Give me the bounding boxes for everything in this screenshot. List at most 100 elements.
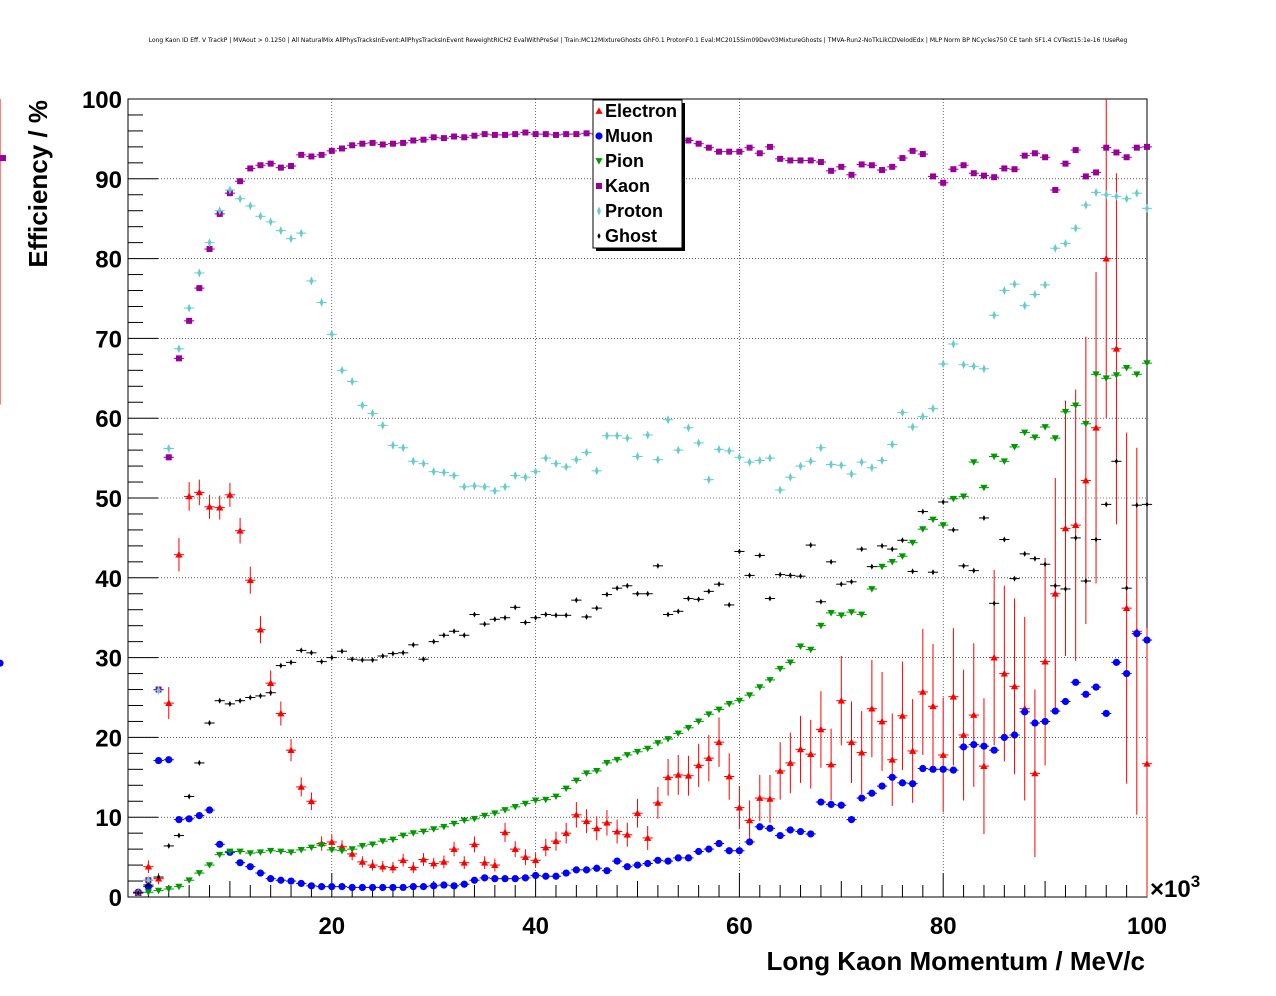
muon-point <box>1010 731 1019 739</box>
kaon-point <box>858 161 865 168</box>
muon-point <box>450 882 458 890</box>
electron-point <box>1010 682 1019 690</box>
electron-point <box>542 843 550 851</box>
pion-point <box>419 828 428 836</box>
ghost-point <box>615 585 619 592</box>
kaon-point <box>1103 144 1110 151</box>
muon-point <box>277 876 285 884</box>
proton-point <box>543 453 548 463</box>
muon-point <box>929 765 937 773</box>
pion-point <box>328 847 336 854</box>
kaon-point <box>777 155 784 162</box>
kaon-point <box>807 157 814 164</box>
ghost-point <box>1114 458 1119 465</box>
electron-point <box>939 751 947 758</box>
proton-point <box>166 444 171 454</box>
ghost-point <box>819 598 823 605</box>
kaon-point <box>522 129 529 136</box>
ghost-point <box>1084 577 1088 584</box>
ghost-point <box>1094 536 1098 543</box>
proton-point <box>268 217 273 227</box>
kaon-point <box>481 131 488 138</box>
kaon-point <box>318 151 325 158</box>
y-tick-label: 20 <box>95 725 122 752</box>
kaon-point <box>1052 186 1059 193</box>
electron-point <box>1072 521 1080 529</box>
kaon-point <box>1093 169 1100 176</box>
ghost-point <box>758 552 762 559</box>
ghost-point <box>1063 585 1068 592</box>
electron-point <box>532 856 540 864</box>
proton-point <box>207 238 212 248</box>
proton-point <box>880 455 885 465</box>
legend-marker-kaon <box>596 183 602 189</box>
muon-point <box>1031 719 1039 727</box>
ghost-point <box>177 832 181 839</box>
legend-label-ghost: Ghost <box>605 226 657 246</box>
proton-point <box>350 376 355 386</box>
ghost-point <box>411 641 415 648</box>
pion-point <box>256 849 265 856</box>
y-tick-label: 10 <box>95 805 122 832</box>
proton-point <box>666 415 671 425</box>
muon-point <box>1082 690 1090 698</box>
proton-point <box>1022 301 1027 311</box>
x-tick-label: 20 <box>318 913 345 940</box>
proton-point <box>227 185 232 195</box>
muon-point <box>318 883 326 891</box>
proton-point <box>360 400 365 410</box>
proton-point <box>370 408 375 418</box>
legend-label-muon: Muon <box>605 126 653 146</box>
ghost-point <box>421 656 426 663</box>
ghost-point <box>156 874 161 881</box>
proton-point <box>1124 194 1129 204</box>
pion-point <box>572 777 580 785</box>
muon-point <box>654 856 662 864</box>
pion-point <box>715 706 723 714</box>
electron-point <box>460 859 468 866</box>
ghost-point <box>880 542 884 549</box>
ghost-point <box>737 548 741 555</box>
kaon-point <box>186 317 193 324</box>
ghost-point <box>218 697 222 704</box>
pion-point <box>959 493 968 501</box>
proton-point <box>778 485 783 495</box>
muon-point <box>684 854 693 862</box>
kaon-point <box>766 143 773 150</box>
muon-point <box>175 815 183 824</box>
pion-point <box>674 730 682 738</box>
ghost-point <box>798 573 803 580</box>
pion-point <box>817 622 825 630</box>
electron-point <box>766 795 774 802</box>
muon-point <box>1102 709 1110 718</box>
muon-point <box>705 845 713 853</box>
y-tick-label: 80 <box>95 247 122 274</box>
ghost-point <box>849 578 854 585</box>
pion-point <box>379 838 387 845</box>
kaon-point <box>237 178 244 185</box>
x-axis-multiplier: ×103 <box>1150 872 1200 903</box>
ghost-point <box>1104 501 1108 508</box>
kaon-point <box>196 285 203 292</box>
muon-point <box>205 806 214 814</box>
kaon-point <box>532 131 539 138</box>
tick-labels: 0 10 20 30 40 50 60 70 80 90 100 20 40 60 80 100 <box>82 87 1167 940</box>
ghost-point <box>136 890 140 897</box>
pion-point <box>888 558 896 566</box>
electron-point <box>654 799 662 806</box>
muon-point <box>379 883 387 892</box>
electron-point <box>307 797 316 805</box>
proton-point <box>441 467 446 477</box>
proton-point <box>533 467 538 477</box>
proton-point <box>1083 200 1088 210</box>
muon-point <box>328 883 336 891</box>
y-tick-label: 90 <box>95 167 122 194</box>
kaon-point <box>461 134 468 141</box>
pion-point <box>898 553 907 560</box>
muon-point <box>776 831 784 840</box>
legend-entry-electron: Electron <box>595 101 677 121</box>
ghost-point <box>1053 582 1057 589</box>
kaon-point <box>288 163 295 170</box>
ghost-point <box>697 596 701 603</box>
series-proton <box>133 185 1153 898</box>
